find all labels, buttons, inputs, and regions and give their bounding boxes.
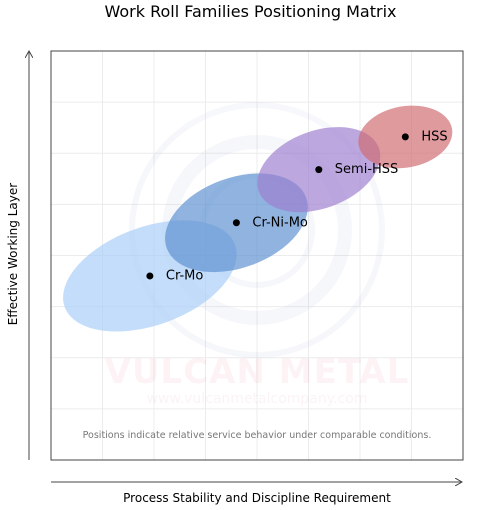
point-cr-ni-mo bbox=[232, 219, 240, 227]
point-semi-hss bbox=[315, 166, 323, 174]
point-cr-mo bbox=[146, 272, 154, 280]
y-axis-label: Effective Working Layer bbox=[6, 182, 20, 326]
point-label-cr-mo: Cr-Mo bbox=[166, 268, 203, 283]
plot-frame bbox=[50, 50, 464, 461]
x-axis-label: Process Stability and Discipline Require… bbox=[123, 491, 391, 505]
watermark-url: www.vulcanmetalcompany.com bbox=[146, 391, 368, 407]
chart-title: Work Roll Families Positioning Matrix bbox=[104, 2, 397, 21]
point-label-cr-ni-mo: Cr-Ni-Mo bbox=[252, 215, 308, 230]
point-label-hss: HSS bbox=[421, 129, 447, 144]
watermark-name: VULCAN METAL bbox=[104, 352, 410, 392]
point-hss bbox=[401, 133, 409, 141]
points: Cr-Mo Cr-Ni-Mo Semi-HSS HSS bbox=[146, 129, 448, 283]
point-label-semi-hss: Semi-HSS bbox=[335, 162, 399, 177]
chart-footnote: Positions indicate relative service beha… bbox=[82, 430, 432, 441]
